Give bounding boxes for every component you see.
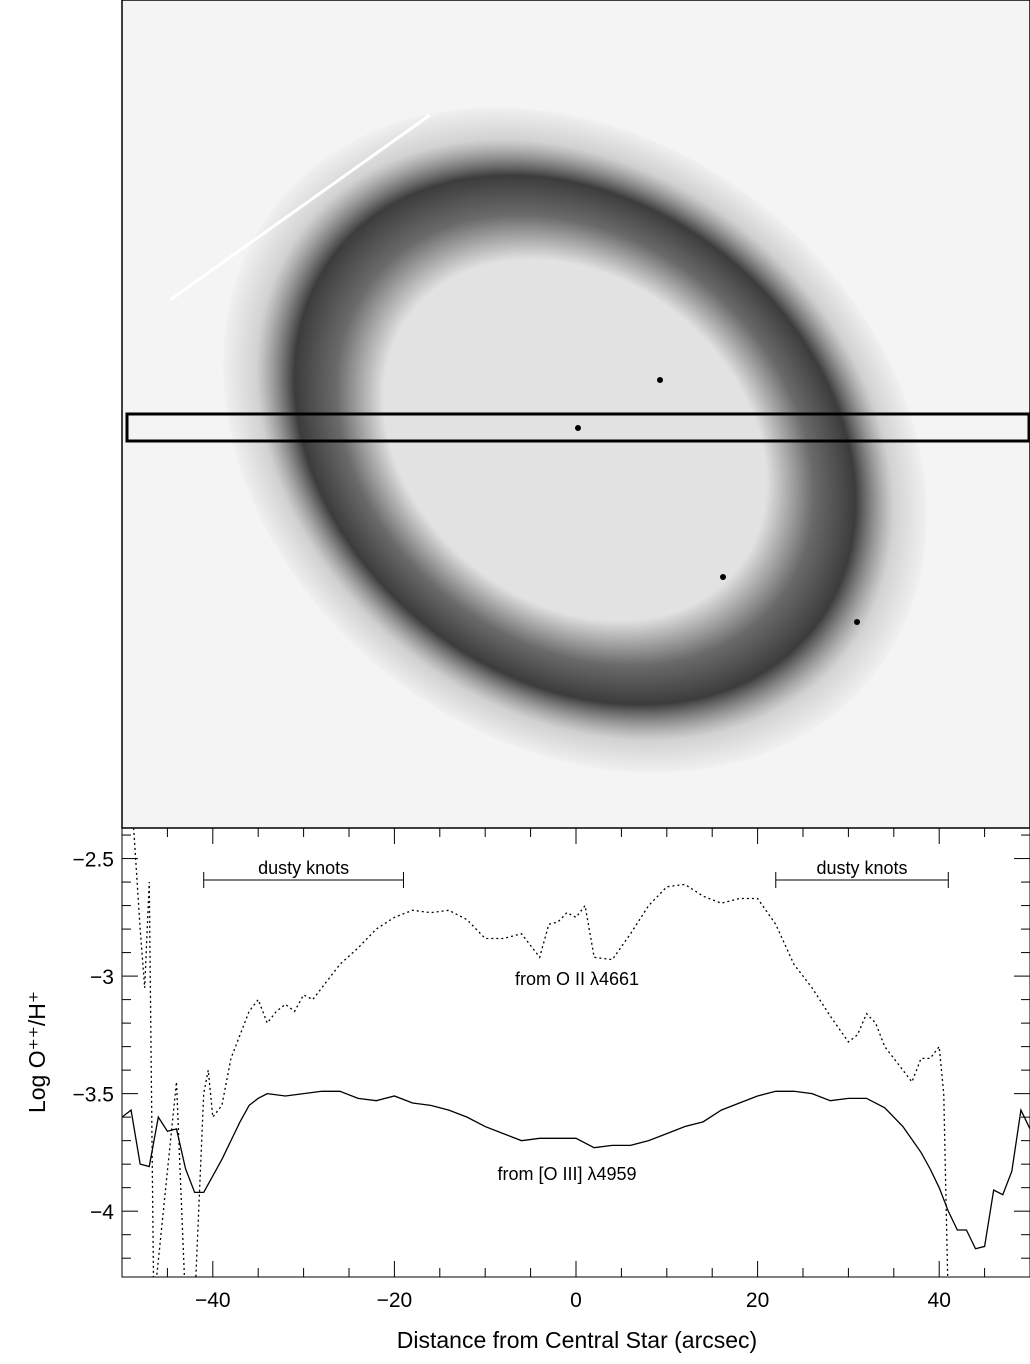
x-tick-label: 40 [928, 1289, 951, 1312]
star [657, 377, 663, 383]
y-axis-label: Log O⁺⁺/H⁺ [24, 991, 50, 1113]
series-label: from O II λ4661 [515, 969, 639, 989]
y-tick-label: −3 [90, 966, 114, 989]
slit [125, 412, 1030, 443]
annotation: dusty knots [258, 858, 349, 878]
plot-area [122, 828, 1030, 1277]
plot-frame [121, 827, 1030, 1278]
data-line [133, 828, 949, 1277]
annotation: dusty knots [816, 858, 907, 878]
star [854, 619, 860, 625]
streak [169, 113, 431, 302]
x-tick-label: −40 [195, 1289, 231, 1312]
data-line [122, 1090, 1030, 1250]
nebula-image [121, 0, 1030, 829]
series-label: from [O III] λ4959 [497, 1164, 636, 1184]
star [720, 574, 726, 580]
x-tick-label: 0 [570, 1289, 582, 1312]
y-tick-label: −4 [90, 1201, 114, 1224]
central-star [575, 425, 581, 431]
y-tick-label: −2.5 [73, 849, 114, 872]
x-tick-label: 20 [746, 1289, 769, 1312]
x-tick-label: −20 [377, 1289, 413, 1312]
x-axis-label: Distance from Central Star (arcsec) [397, 1327, 757, 1353]
y-tick-label: −3.5 [73, 1084, 114, 1107]
